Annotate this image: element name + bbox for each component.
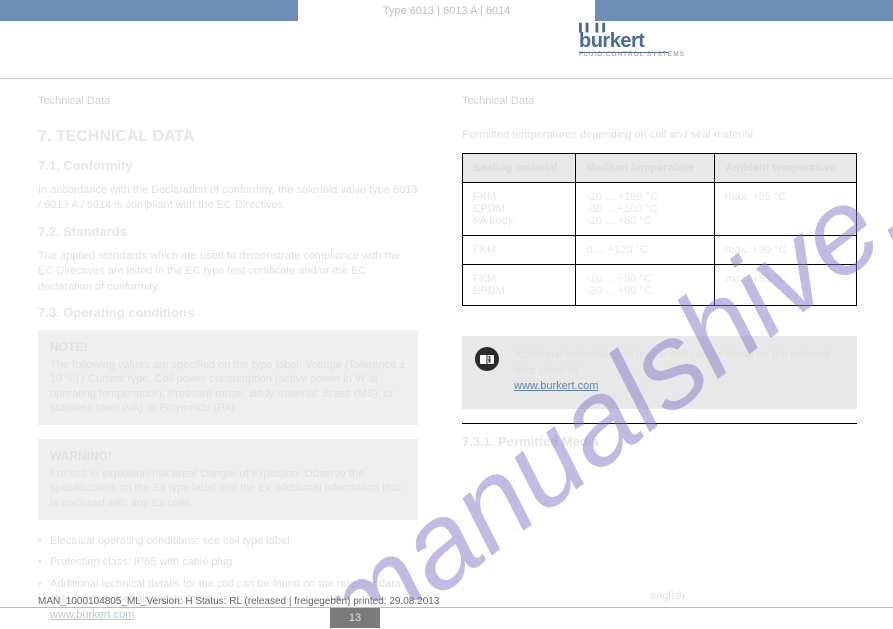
logo-brand-text: burkert <box>579 30 644 52</box>
section-label-left: Technical Data <box>38 95 110 107</box>
note-box: NOTE! The following values are specified… <box>38 330 418 425</box>
temperature-table: Sealing material Medium temperature Ambi… <box>462 153 857 306</box>
heading-technical-data: 7. TECHNICAL DATA <box>38 128 418 146</box>
left-column: 7. TECHNICAL DATA 7.1. Conformity In acc… <box>38 128 418 629</box>
table-header-row: Sealing material Medium temperature Ambi… <box>463 154 857 183</box>
warning-box: WARNING! For use in explosion-risk area!… <box>38 439 418 520</box>
td: max. +90 °C <box>715 236 857 265</box>
td: max. +55 °C <box>715 183 857 236</box>
para-conformity: In accordance with the Declaration of co… <box>38 183 418 214</box>
bullet-protection-rest: IP65 with cable plug <box>134 556 232 568</box>
logo-brand: ▌▌ ▌▌ burkert <box>579 30 685 53</box>
table-row: FKM EPDM PA body -10 ... +100 °C -30 ...… <box>463 183 857 236</box>
header-rule <box>0 78 893 79</box>
info-text: Additional technical data for the coil c… <box>514 348 843 394</box>
note-body: The following values are specified on th… <box>50 358 406 415</box>
para-temp-intro: Permitted temperatures depending on coil… <box>462 128 857 143</box>
bullet-electrical-rest: see coil type label <box>202 535 289 547</box>
right-column: Permitted temperatures depending on coil… <box>462 128 857 459</box>
th-medium: Medium temperature <box>576 154 715 183</box>
section-label-right: Technical Data <box>462 95 534 107</box>
td: 0 ... +120 °C <box>576 236 715 265</box>
td: -10 ... +90 °C -30 ... +90 °C <box>576 265 715 306</box>
page-number: 13 <box>330 608 380 628</box>
table-row: FKM 0 ... +120 °C max. +90 °C <box>463 236 857 265</box>
top-bar: Type 6013 | 6013 A | 6014 <box>0 0 893 21</box>
info-book-icon <box>474 346 500 372</box>
footer-text: MAN_1000104805_ML_Version: H Status: RL … <box>38 596 439 607</box>
table-row: FKM EPDM -10 ... +90 °C -30 ... +90 °C m… <box>463 265 857 306</box>
th-ambient: Ambient temperature <box>715 154 857 183</box>
brand-logo: ▌▌ ▌▌ burkert FLUID CONTROL SYSTEMS <box>579 30 685 58</box>
topbar-right-block <box>595 0 893 21</box>
bullet-protection: Protection class: IP65 with cable plug <box>38 555 418 570</box>
th-seal: Sealing material <box>463 154 576 183</box>
link-burkert-left[interactable]: www.burkert.com <box>50 609 134 621</box>
topbar-left-block <box>0 0 298 21</box>
para-standards: The applied standards which are used to … <box>38 249 418 295</box>
subsection-rule <box>462 423 857 424</box>
link-burkert-right[interactable]: www.burkert.com <box>514 380 598 392</box>
topbar-mid-text: Type 6013 | 6013 A | 6014 <box>298 0 595 21</box>
subheading-conformity: 7.1. Conformity <box>38 158 418 173</box>
subheading-operating: 7.3. Operating conditions <box>38 305 418 320</box>
info-box: Additional technical data for the coil c… <box>462 336 857 408</box>
td: max. +55 °C <box>715 265 857 306</box>
note-title: NOTE! <box>50 340 406 354</box>
subheading-standards: 7.2. Standards <box>38 224 418 239</box>
bullet-electrical: Electrical operating conditions: see coi… <box>38 534 418 549</box>
footer-rule <box>0 607 893 608</box>
warning-body: For use in explosion-risk area! Danger o… <box>50 467 406 510</box>
td: FKM <box>463 236 576 265</box>
info-text-body: Additional technical data for the coil c… <box>514 349 830 376</box>
td: FKM EPDM <box>463 265 576 306</box>
subheading-media: 7.3.1. Permitted Media <box>462 434 857 449</box>
bullet-electrical-prefix: Electrical operating conditions: <box>50 535 202 547</box>
warning-title: WARNING! <box>50 449 406 463</box>
bullet-protection-prefix: Protection class: <box>50 556 134 568</box>
page-label-right: english <box>650 590 685 602</box>
td: -10 ... +100 °C -30 ... +100 °C -10 ... … <box>576 183 715 236</box>
td: FKM EPDM PA body <box>463 183 576 236</box>
